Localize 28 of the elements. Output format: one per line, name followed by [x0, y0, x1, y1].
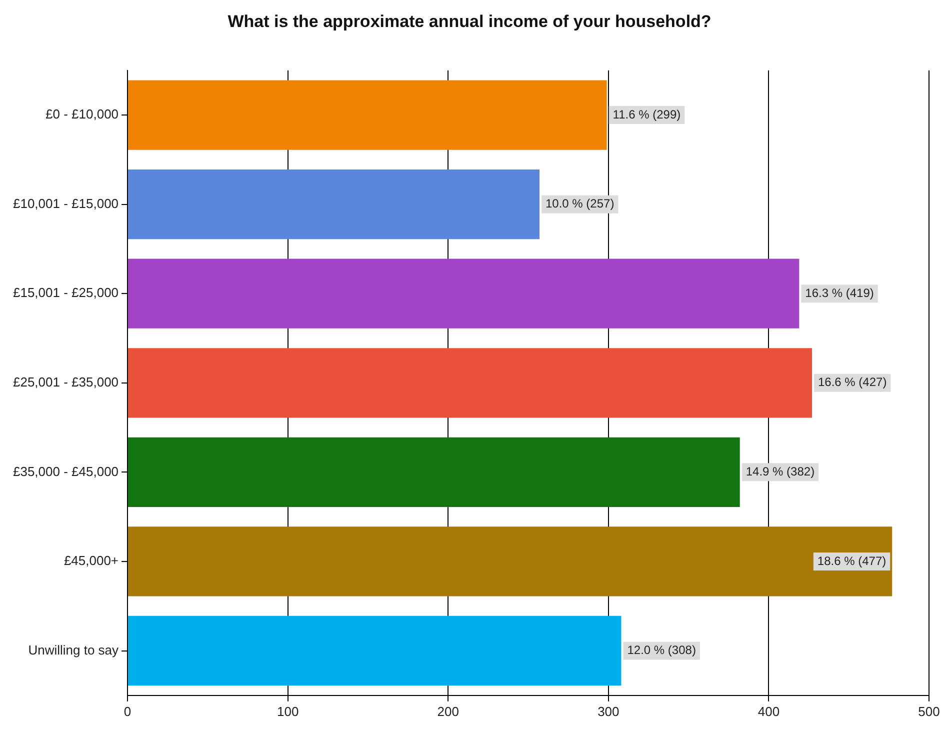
- y-tick-label: £35,000 - £45,000: [12, 464, 119, 479]
- bar: [128, 616, 622, 686]
- x-tick-label: 100: [276, 704, 299, 719]
- chart-title: What is the approximate annual income of your household?: [228, 12, 712, 31]
- bar: [128, 258, 800, 328]
- data-label: 14.9 % (382): [746, 464, 815, 478]
- y-tick-label: £0 - £10,000: [46, 106, 119, 122]
- data-label: 16.3 % (419): [805, 286, 874, 300]
- x-tick-label: 500: [918, 704, 940, 719]
- y-tick-label: £45,000+: [64, 553, 119, 568]
- bar: [128, 80, 607, 150]
- bar: [128, 348, 812, 418]
- x-tick-label: 300: [598, 704, 620, 719]
- y-tick-label: Unwilling to say: [28, 642, 120, 658]
- data-label: 10.0 % (257): [545, 196, 614, 211]
- data-label: 12.0 % (308): [627, 643, 696, 658]
- data-label: 11.6 % (299): [612, 107, 681, 122]
- bar: [128, 437, 740, 508]
- y-tick-label: £25,001 - £35,000: [12, 374, 119, 390]
- data-label: 18.6 % (477): [817, 554, 886, 568]
- x-tick-label: 400: [758, 704, 780, 719]
- bar: [128, 170, 540, 240]
- y-tick-label: £10,001 - £15,000: [12, 196, 119, 211]
- data-label: 16.6 % (427): [818, 375, 887, 390]
- x-tick-label: 0: [124, 704, 132, 719]
- y-tick-label: £15,001 - £25,000: [12, 285, 119, 300]
- bar: [128, 526, 892, 596]
- x-tick-label: 200: [437, 704, 459, 719]
